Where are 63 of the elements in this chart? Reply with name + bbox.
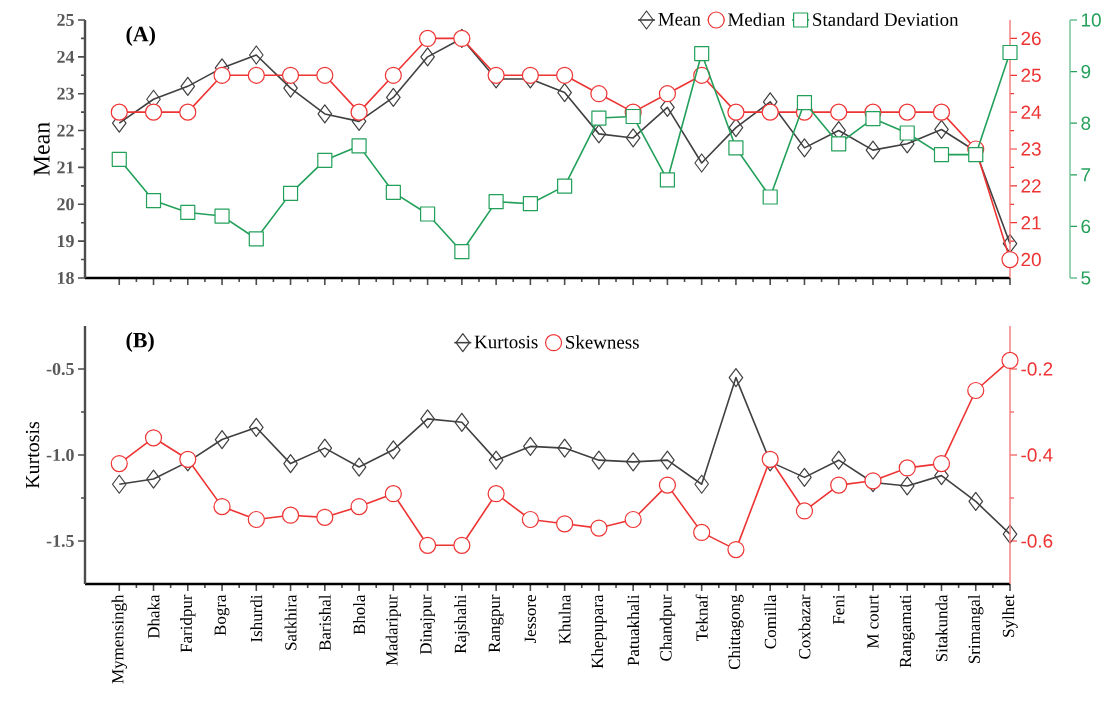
y-tick-label: -1.0: [46, 448, 74, 462]
x-tick-label: Dhaka: [147, 594, 160, 639]
x-tick-label: Ishurdi: [250, 594, 263, 642]
chart-title: (A): [126, 26, 155, 46]
x-tick-label: Sitakunda: [935, 594, 948, 662]
y-tick-label: 20: [57, 198, 74, 211]
y-tick-label: 21: [57, 161, 74, 174]
x-tick-label: Dinajpur: [420, 594, 436, 655]
y2-tick-label: 24: [1021, 105, 1042, 119]
y3-tick-label: 7: [1081, 168, 1091, 182]
y-axis-title: Kurtosis: [25, 421, 40, 489]
x-tick-label: Srimangal: [968, 594, 984, 663]
y3-tick-label: 10: [1081, 13, 1101, 27]
y-tick-label: -1.5: [46, 534, 74, 548]
y3-tick-label: 8: [1081, 116, 1091, 130]
y2-tick-label: -0.2: [1021, 362, 1053, 376]
legend-label: Mean: [658, 13, 701, 26]
y-tick-label: 25: [57, 13, 74, 27]
y3-tick-label: 9: [1081, 64, 1091, 79]
x-tick-label: Faridpur: [180, 594, 196, 653]
x-tick-label: Khulna: [558, 594, 571, 644]
chart-title: (B): [126, 332, 154, 352]
x-tick-label: Bhola: [353, 594, 366, 635]
x-tick-label: Teknaf: [695, 594, 708, 641]
y2-tick-label: 26: [1021, 31, 1041, 46]
x-tick-label: Chittagong: [728, 594, 744, 670]
x-tick-label: Rajshahi: [454, 594, 470, 654]
y2-tick-label: 22: [1021, 179, 1041, 193]
x-tick-label: Rangamati: [899, 594, 915, 668]
legend-label: Median: [728, 12, 786, 26]
x-tick-label: M court: [867, 594, 879, 649]
y2-tick-label: 21: [1021, 216, 1041, 230]
y3-tick-label: 6: [1081, 219, 1091, 234]
y-tick-label: 22: [57, 124, 74, 137]
y2-tick-label: 20: [1021, 252, 1041, 267]
y2-tick-label: 25: [1021, 68, 1041, 82]
y2-tick-label: -0.6: [1021, 534, 1053, 548]
x-tick-label: Bogra: [214, 594, 230, 636]
x-tick-label: Madaripur: [385, 594, 402, 666]
y-axis-title: Mean: [33, 122, 50, 176]
y3-tick-label: 5: [1081, 271, 1091, 285]
legend-label: Skewness: [566, 335, 639, 349]
x-tick-label: Barishal: [318, 594, 331, 651]
x-tick-label: Comilla: [764, 594, 777, 649]
x-tick-label: Chandpur: [659, 594, 676, 661]
x-tick-label: Sylhet: [1002, 594, 1018, 637]
y-tick-label: 23: [57, 87, 74, 100]
x-tick-label: Coxbazar: [798, 594, 811, 659]
legend-label: Standard Deviation: [813, 12, 959, 26]
x-tick-label: Jessore: [524, 595, 537, 644]
x-tick-label: Mymensingh: [111, 594, 127, 684]
x-tick-label: Patuakhali: [627, 594, 640, 666]
y-tick-label: 19: [57, 235, 74, 248]
y-tick-label: 18: [57, 271, 74, 285]
x-tick-label: Rangpur: [488, 594, 504, 653]
y2-tick-label: -0.4: [1021, 448, 1053, 462]
x-tick-label: Khepupara: [591, 594, 607, 669]
legend-label: Kurtosis: [474, 335, 538, 349]
y-tick-label: -0.5: [46, 362, 74, 376]
x-tick-label: Satkhira: [284, 594, 297, 650]
y2-tick-label: 23: [1021, 142, 1041, 156]
x-tick-label: Feni: [833, 594, 845, 625]
y-tick-label: 24: [57, 50, 75, 63]
